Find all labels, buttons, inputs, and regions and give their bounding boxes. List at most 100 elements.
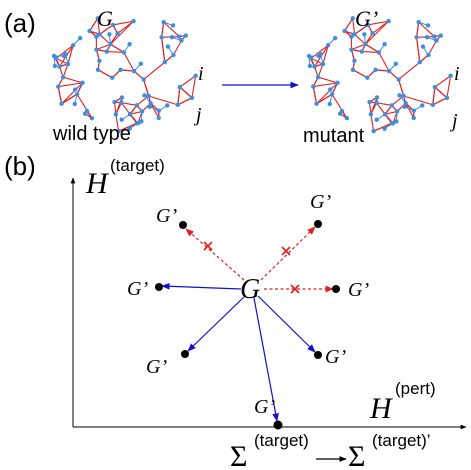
network-node — [352, 58, 357, 63]
network-edge — [161, 22, 165, 38]
network-node — [60, 74, 66, 80]
x-axis-symbol: H — [369, 392, 394, 425]
network-edge — [354, 33, 366, 45]
network-node — [411, 108, 416, 113]
y-axis-superscript: (target) — [110, 156, 165, 175]
network-edge — [123, 52, 135, 72]
wild-type-network-label: G — [97, 6, 113, 31]
mutant-caption: mutant — [303, 125, 365, 147]
network-node — [397, 93, 402, 98]
network-node — [171, 52, 176, 58]
network-edge — [89, 18, 99, 32]
network-edge — [179, 75, 196, 88]
network-edge — [370, 114, 375, 132]
network-node — [444, 95, 450, 100]
network-node — [416, 19, 421, 25]
network-node — [97, 32, 102, 37]
network-node — [119, 95, 125, 100]
panel-b-label: (b) — [4, 151, 36, 181]
network-node — [332, 35, 338, 41]
network-node — [359, 49, 364, 54]
network-node — [112, 99, 117, 105]
mutant-network — [306, 16, 453, 134]
network-node — [113, 112, 119, 117]
network-node — [118, 67, 123, 73]
panel-a-label: (a) — [4, 8, 36, 38]
network-node — [169, 35, 175, 40]
network-edge — [161, 37, 166, 63]
state-point — [181, 350, 189, 358]
network-node — [367, 99, 372, 105]
network-node — [424, 35, 430, 40]
network-node — [146, 93, 151, 99]
network-node — [52, 63, 58, 69]
network-edge — [191, 75, 197, 98]
network-node — [426, 52, 431, 58]
network-node — [147, 104, 152, 109]
network-node — [179, 38, 184, 43]
network-node — [448, 73, 453, 78]
network-node — [95, 16, 100, 21]
network-edge — [106, 51, 124, 53]
network-node — [110, 22, 116, 28]
x-mark — [290, 284, 300, 294]
network-edge — [121, 102, 137, 106]
network-node — [327, 101, 332, 107]
x-axis-label: H (pert) — [369, 379, 436, 425]
network-edge — [150, 102, 160, 119]
network-edge — [55, 57, 69, 65]
state-point — [155, 283, 163, 291]
network-edge — [172, 40, 182, 56]
network-node — [127, 126, 132, 131]
node-j-label-left: j — [193, 104, 202, 126]
network-edge — [115, 97, 123, 115]
mutant-label-up-left: G’ — [156, 205, 177, 227]
network-node — [401, 93, 406, 99]
network-node — [350, 67, 356, 72]
network-edge — [352, 18, 356, 35]
network-edge — [310, 57, 324, 65]
network-edge — [62, 63, 69, 78]
rejected-transition-up-left — [185, 228, 245, 281]
x-axis-superscript: (pert) — [395, 379, 436, 398]
network-node — [72, 101, 77, 107]
network-edge — [322, 45, 329, 65]
network-node — [127, 42, 132, 47]
network-edge — [427, 40, 437, 56]
network-edge — [352, 69, 368, 79]
network-node — [349, 34, 354, 39]
network-node — [138, 61, 144, 66]
state-point — [332, 285, 340, 293]
network-node — [97, 58, 102, 63]
mutant-label-up-right: G’ — [310, 191, 331, 213]
network-edge — [148, 95, 178, 106]
network-node — [134, 120, 140, 126]
network-node — [193, 73, 198, 78]
mutant-network-label: G’ — [355, 6, 378, 31]
network-node — [104, 49, 109, 54]
network-node — [183, 33, 188, 38]
network-node — [161, 19, 166, 25]
rejected-transition-up-right — [260, 226, 316, 281]
network-node — [337, 111, 343, 116]
network-edge — [376, 102, 392, 106]
network-node — [365, 22, 371, 28]
center-label: G — [240, 274, 260, 305]
network-node — [434, 38, 439, 43]
accepted-transition-down-right — [257, 295, 316, 353]
sigma-right-superscript: (target)’ — [372, 431, 431, 450]
network-node — [425, 23, 431, 28]
network-node — [306, 53, 312, 59]
network-edge — [67, 45, 74, 65]
y-axis-symbol: H — [85, 167, 110, 200]
network-edge — [58, 82, 83, 88]
network-node — [142, 93, 147, 98]
network-edge — [163, 21, 180, 37]
state-point — [314, 220, 322, 228]
state-point — [179, 221, 187, 229]
network-edge — [62, 76, 83, 84]
network-edge — [344, 18, 354, 32]
node-j-label-right: j — [449, 110, 458, 132]
network-node — [87, 28, 92, 34]
network-node — [159, 35, 164, 40]
